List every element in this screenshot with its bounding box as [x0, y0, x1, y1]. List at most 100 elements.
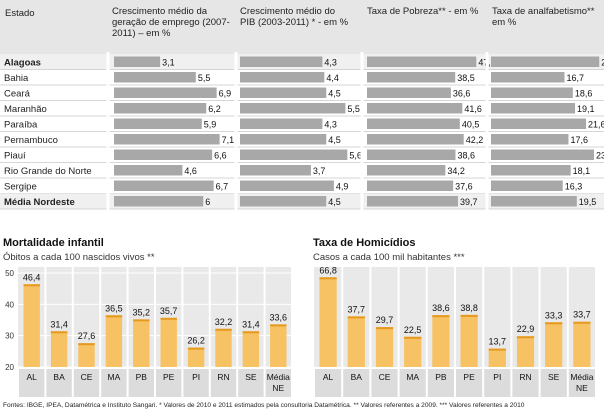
- category-cell: [456, 369, 483, 397]
- table-bar-pobreza: [367, 149, 456, 160]
- table-value-pobreza: 34,2: [447, 166, 465, 176]
- footer-sources: Fontes: IBGE, IPEA, Datamétrica e Instit…: [3, 402, 525, 409]
- table-bar-analfabetismo: [491, 87, 573, 98]
- bar-value-label: 35,2: [133, 307, 151, 317]
- table-bar-analfabetismo: [491, 103, 576, 114]
- category-cell: [183, 369, 209, 397]
- bar-AL: [23, 284, 40, 367]
- table-value-pobreza: 36,6: [453, 89, 471, 99]
- header-pib: Crescimento médio do PIB (2003-2011) * -…: [240, 6, 349, 28]
- category-label: RN: [519, 372, 531, 382]
- table-bar-pib: [240, 118, 323, 129]
- table-value-analfabetismo: 16,3: [565, 182, 583, 192]
- bar-top-edge: [404, 336, 422, 339]
- bar-top-edge: [347, 316, 365, 319]
- table-value-emprego: 5,5: [198, 73, 211, 83]
- category-cell: [315, 369, 342, 397]
- table-state-label: Sergipe: [4, 182, 37, 193]
- bar-top-edge: [133, 319, 150, 322]
- table-value-pib: 4,4: [326, 73, 339, 83]
- table-state-label: Ceará: [4, 89, 31, 100]
- table-state-label: Alagoas: [4, 58, 41, 69]
- table-value-pobreza: 38,5: [457, 73, 475, 83]
- table-value-pib: 5,6: [349, 151, 362, 161]
- category-cell: [540, 369, 567, 397]
- bar-SE: [242, 331, 260, 367]
- table-state-label: Pernambuco: [4, 135, 58, 146]
- table-state-label: Rio Grande do Norte: [4, 166, 92, 177]
- table-bar-analfabetismo: [491, 72, 565, 83]
- bar-top-edge: [516, 336, 535, 339]
- table-bar-emprego: [114, 87, 217, 98]
- table-bar-analfabetismo: [491, 118, 587, 129]
- category-label: BA: [351, 372, 363, 382]
- bar-value-label: 66,8: [319, 267, 337, 275]
- state-data-table: Alagoas3,14,347,724,6Bahia5,54,438,516,7…: [0, 52, 604, 212]
- bar-value-label: 35,7: [160, 306, 178, 316]
- table-state-label: Maranhão: [4, 104, 47, 115]
- bar-RN: [215, 328, 232, 367]
- bar-top-edge: [375, 327, 394, 330]
- table-value-analfabetismo: 19,5: [579, 197, 597, 207]
- bar-value-label: 37,7: [348, 304, 366, 314]
- bar-top-edge: [460, 314, 478, 317]
- bar-CE: [78, 343, 95, 367]
- y-tick-label: 30: [5, 332, 14, 341]
- table-value-analfabetismo: 23,4: [596, 151, 604, 161]
- table-value-pobreza: 38,6: [457, 151, 475, 161]
- category-cell: [568, 369, 595, 397]
- bar-CE: [375, 327, 394, 367]
- category-cell: [484, 369, 511, 397]
- bar-AL: [319, 277, 337, 367]
- bar-top-edge: [319, 277, 337, 280]
- bar-top-edge: [105, 315, 123, 318]
- bar-PI: [187, 347, 205, 367]
- bar-top-edge: [23, 284, 40, 287]
- header-state: Estado: [5, 8, 35, 19]
- bar-value-label: 32,2: [215, 317, 233, 327]
- bar-value-label: 31,4: [50, 319, 68, 329]
- table-bar-pobreza: [367, 103, 463, 114]
- table-bar-pobreza: [367, 118, 460, 129]
- bar-top-edge: [573, 321, 591, 324]
- category-label: CE: [379, 372, 391, 382]
- table-bar-pobreza: [367, 165, 446, 176]
- bar-BA: [347, 316, 365, 367]
- table-bar-pib: [240, 196, 327, 207]
- category-cell: [238, 369, 264, 397]
- table-bar-emprego: [114, 118, 202, 129]
- bar-value-label: 36,5: [105, 303, 123, 313]
- category-label: CE: [81, 372, 93, 382]
- table-value-emprego: 6,7: [216, 182, 229, 192]
- category-cell: [101, 369, 127, 397]
- category-label: BA: [53, 372, 65, 382]
- category-cell: [512, 369, 539, 397]
- header-emprego: Crescimento médio da geração de emprego …: [112, 6, 230, 39]
- category-label: PE: [463, 372, 475, 382]
- table-bar-pobreza: [367, 134, 464, 145]
- table-bar-analfabetismo: [491, 134, 569, 145]
- table-bar-analfabetismo: [491, 196, 577, 207]
- table-value-pib: 3,7: [313, 166, 326, 176]
- bar-top-edge: [215, 328, 232, 331]
- homicidios-title: Taxa de Homicídios: [313, 237, 416, 249]
- table-bar-emprego: [114, 72, 196, 83]
- y-tick-label: 20: [5, 363, 14, 372]
- category-cell: [156, 369, 182, 397]
- table-bar-pib: [240, 134, 327, 145]
- category-label: PE: [163, 372, 175, 382]
- category-label: MA: [108, 372, 121, 382]
- mortalidade-subtitle: Óbitos a cada 100 nascidos vivos **: [3, 252, 155, 263]
- table-value-analfabetismo: 18,1: [573, 166, 591, 176]
- table-bar-emprego: [114, 103, 207, 114]
- category-cell: [343, 369, 370, 397]
- table-bar-emprego: [114, 134, 220, 145]
- category-cell: [46, 369, 72, 397]
- table-value-pobreza: 39,7: [460, 197, 478, 207]
- bar-top-edge: [242, 331, 260, 334]
- category-label: PI: [493, 372, 501, 382]
- table-value-pobreza: 42,2: [466, 135, 484, 145]
- bar-value-label: 27,6: [78, 331, 96, 341]
- bar-top-edge: [270, 324, 287, 327]
- bar-value-label: 33,6: [270, 312, 288, 322]
